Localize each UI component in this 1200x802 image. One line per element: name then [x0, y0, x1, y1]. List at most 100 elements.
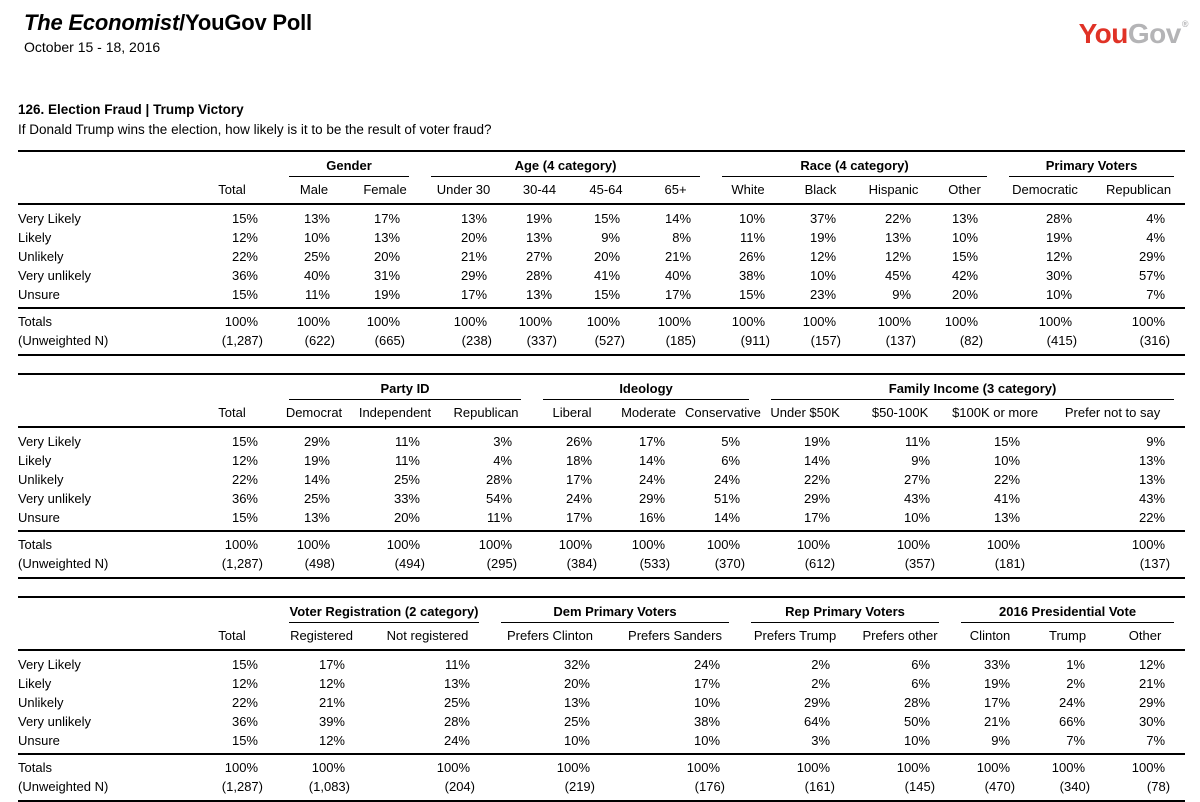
- group-header-row: Voter Registration (2 category) Dem Prima…: [18, 597, 1185, 623]
- group-header: Dem Primary Voters: [490, 597, 740, 623]
- cell-value: 17%: [460, 287, 488, 302]
- cell-value: 36%: [231, 268, 258, 283]
- cell-value: 10%: [563, 733, 590, 748]
- cell-value: 2%: [811, 676, 831, 691]
- cell-value: 29%: [303, 434, 330, 449]
- cell-value: 15%: [231, 434, 258, 449]
- row-label: Likely: [18, 676, 52, 691]
- cell-value: 19%: [373, 287, 401, 302]
- cell-value: 29%: [1139, 695, 1166, 710]
- group-header: Age (4 category): [420, 151, 711, 177]
- data-row: Very Likely 15% 29% 11% 3% 26% 17% 5% 19% 11% 15% 9…: [18, 427, 1185, 451]
- totals-label: Totals: [18, 530, 186, 554]
- row-label: Unlikely: [18, 472, 64, 487]
- totals-label: Totals: [18, 307, 186, 331]
- cell-value: 13%: [1139, 453, 1166, 468]
- cell-value: 29%: [1139, 249, 1166, 264]
- unweighted-n-value: (1,287): [221, 779, 263, 794]
- unweighted-n-value: (527): [594, 333, 626, 348]
- cell-value: 43%: [904, 491, 931, 506]
- column-header: 30-44: [507, 177, 573, 205]
- cell-value: 19%: [984, 676, 1011, 691]
- poll-title-economist: The Economist: [24, 10, 180, 35]
- totals-value: 100%: [1092, 307, 1186, 331]
- cell-value: 13%: [303, 510, 330, 525]
- data-row: Very Likely 15% 13% 17% 13% 19% 15% 14% 10% 37% 22…: [18, 204, 1185, 228]
- cell-value: 15%: [994, 434, 1021, 449]
- logo-you: You: [1078, 18, 1129, 49]
- unweighted-n-value: (911): [740, 333, 771, 348]
- column-header: Democratic: [998, 177, 1093, 205]
- row-label: Very unlikely: [18, 714, 91, 729]
- crosstab-table-2: Party ID Ideology Family Income (3 categor…: [18, 373, 1186, 579]
- cell-value: 28%: [486, 472, 513, 487]
- cell-value: 12%: [884, 249, 912, 264]
- cell-value: 17%: [566, 510, 593, 525]
- unweighted-n-label: (Unweighted N): [18, 779, 109, 794]
- group-header-label: Party ID: [289, 381, 522, 400]
- cell-value: 17%: [566, 472, 593, 487]
- question-title: 126. Election Fraud | Trump Victory: [18, 102, 244, 117]
- cell-value: 13%: [884, 230, 912, 245]
- column-header: Trump: [1030, 623, 1106, 651]
- cell-value: 13%: [460, 211, 488, 226]
- cell-value: 13%: [563, 695, 590, 710]
- totals-row: Totals 100% 100% 100% 100% 100% 100% 100% 100% 10…: [18, 307, 1186, 331]
- cell-value: 1%: [1066, 657, 1086, 672]
- logo-gov: Gov: [1127, 18, 1181, 49]
- group-header-label: Family Income (3 category): [771, 381, 1175, 400]
- group-header-label: Primary Voters: [1009, 158, 1175, 177]
- cell-value: 17%: [373, 211, 401, 226]
- column-header: Black: [785, 177, 857, 205]
- cell-value: 9%: [911, 453, 931, 468]
- cell-value: 7%: [1066, 733, 1086, 748]
- cell-value: 13%: [952, 211, 979, 226]
- data-row: Unlikely 22% 14% 25% 28% 17% 24% 24% 22% 27% 22% 13…: [18, 470, 1185, 489]
- cell-value: 38%: [693, 714, 721, 729]
- totals-value: 100%: [350, 530, 440, 554]
- cell-value: 29%: [803, 695, 831, 710]
- cell-value: 11%: [304, 287, 330, 302]
- unweighted-n-value: (415): [1046, 333, 1078, 348]
- unweighted-n-value: (622): [304, 333, 335, 348]
- totals-value: 100%: [365, 753, 490, 777]
- group-header: Voter Registration (2 category): [278, 597, 490, 623]
- cell-value: 21%: [318, 695, 345, 710]
- group-header-label: Voter Registration (2 category): [289, 604, 479, 623]
- cell-value: 12%: [231, 676, 258, 691]
- group-header: [186, 151, 278, 177]
- row-label: Very Likely: [18, 211, 81, 226]
- cell-value: 15%: [231, 510, 258, 525]
- totals-value: 100%: [950, 530, 1041, 554]
- cell-value: 17%: [804, 510, 831, 525]
- poll-title-yougov: /YouGov Poll: [179, 10, 312, 35]
- totals-value: 100%: [785, 307, 857, 331]
- column-header: Total: [186, 177, 278, 205]
- cell-value: 11%: [486, 510, 513, 525]
- group-header-row: Gender Age (4 category) Race (4 category) P…: [18, 151, 1185, 177]
- unweighted-n-value: (238): [461, 333, 493, 348]
- cell-value: 38%: [738, 268, 766, 283]
- cell-value: 32%: [563, 657, 590, 672]
- cell-value: 4%: [493, 453, 513, 468]
- cell-value: 24%: [1059, 695, 1086, 710]
- cell-value: 14%: [714, 510, 741, 525]
- cell-value: 10%: [1046, 287, 1073, 302]
- group-header-label: Rep Primary Voters: [751, 604, 940, 623]
- cell-value: 20%: [563, 676, 590, 691]
- column-header: Male: [278, 177, 350, 205]
- totals-value: 100%: [278, 753, 365, 777]
- unweighted-n-value: (145): [904, 779, 936, 794]
- cell-value: 28%: [525, 268, 553, 283]
- totals-value: 100%: [685, 530, 761, 554]
- column-header: Prefer not to say: [1040, 400, 1186, 428]
- cell-value: 22%: [804, 472, 831, 487]
- column-header: Moderate: [612, 400, 686, 428]
- totals-value: 100%: [1040, 530, 1186, 554]
- group-header: Ideology: [532, 374, 760, 400]
- totals-value: 100%: [490, 753, 610, 777]
- cell-value: 19%: [804, 434, 831, 449]
- column-header: Total: [186, 400, 278, 428]
- totals-value: 100%: [507, 307, 573, 331]
- cell-value: 22%: [1139, 510, 1166, 525]
